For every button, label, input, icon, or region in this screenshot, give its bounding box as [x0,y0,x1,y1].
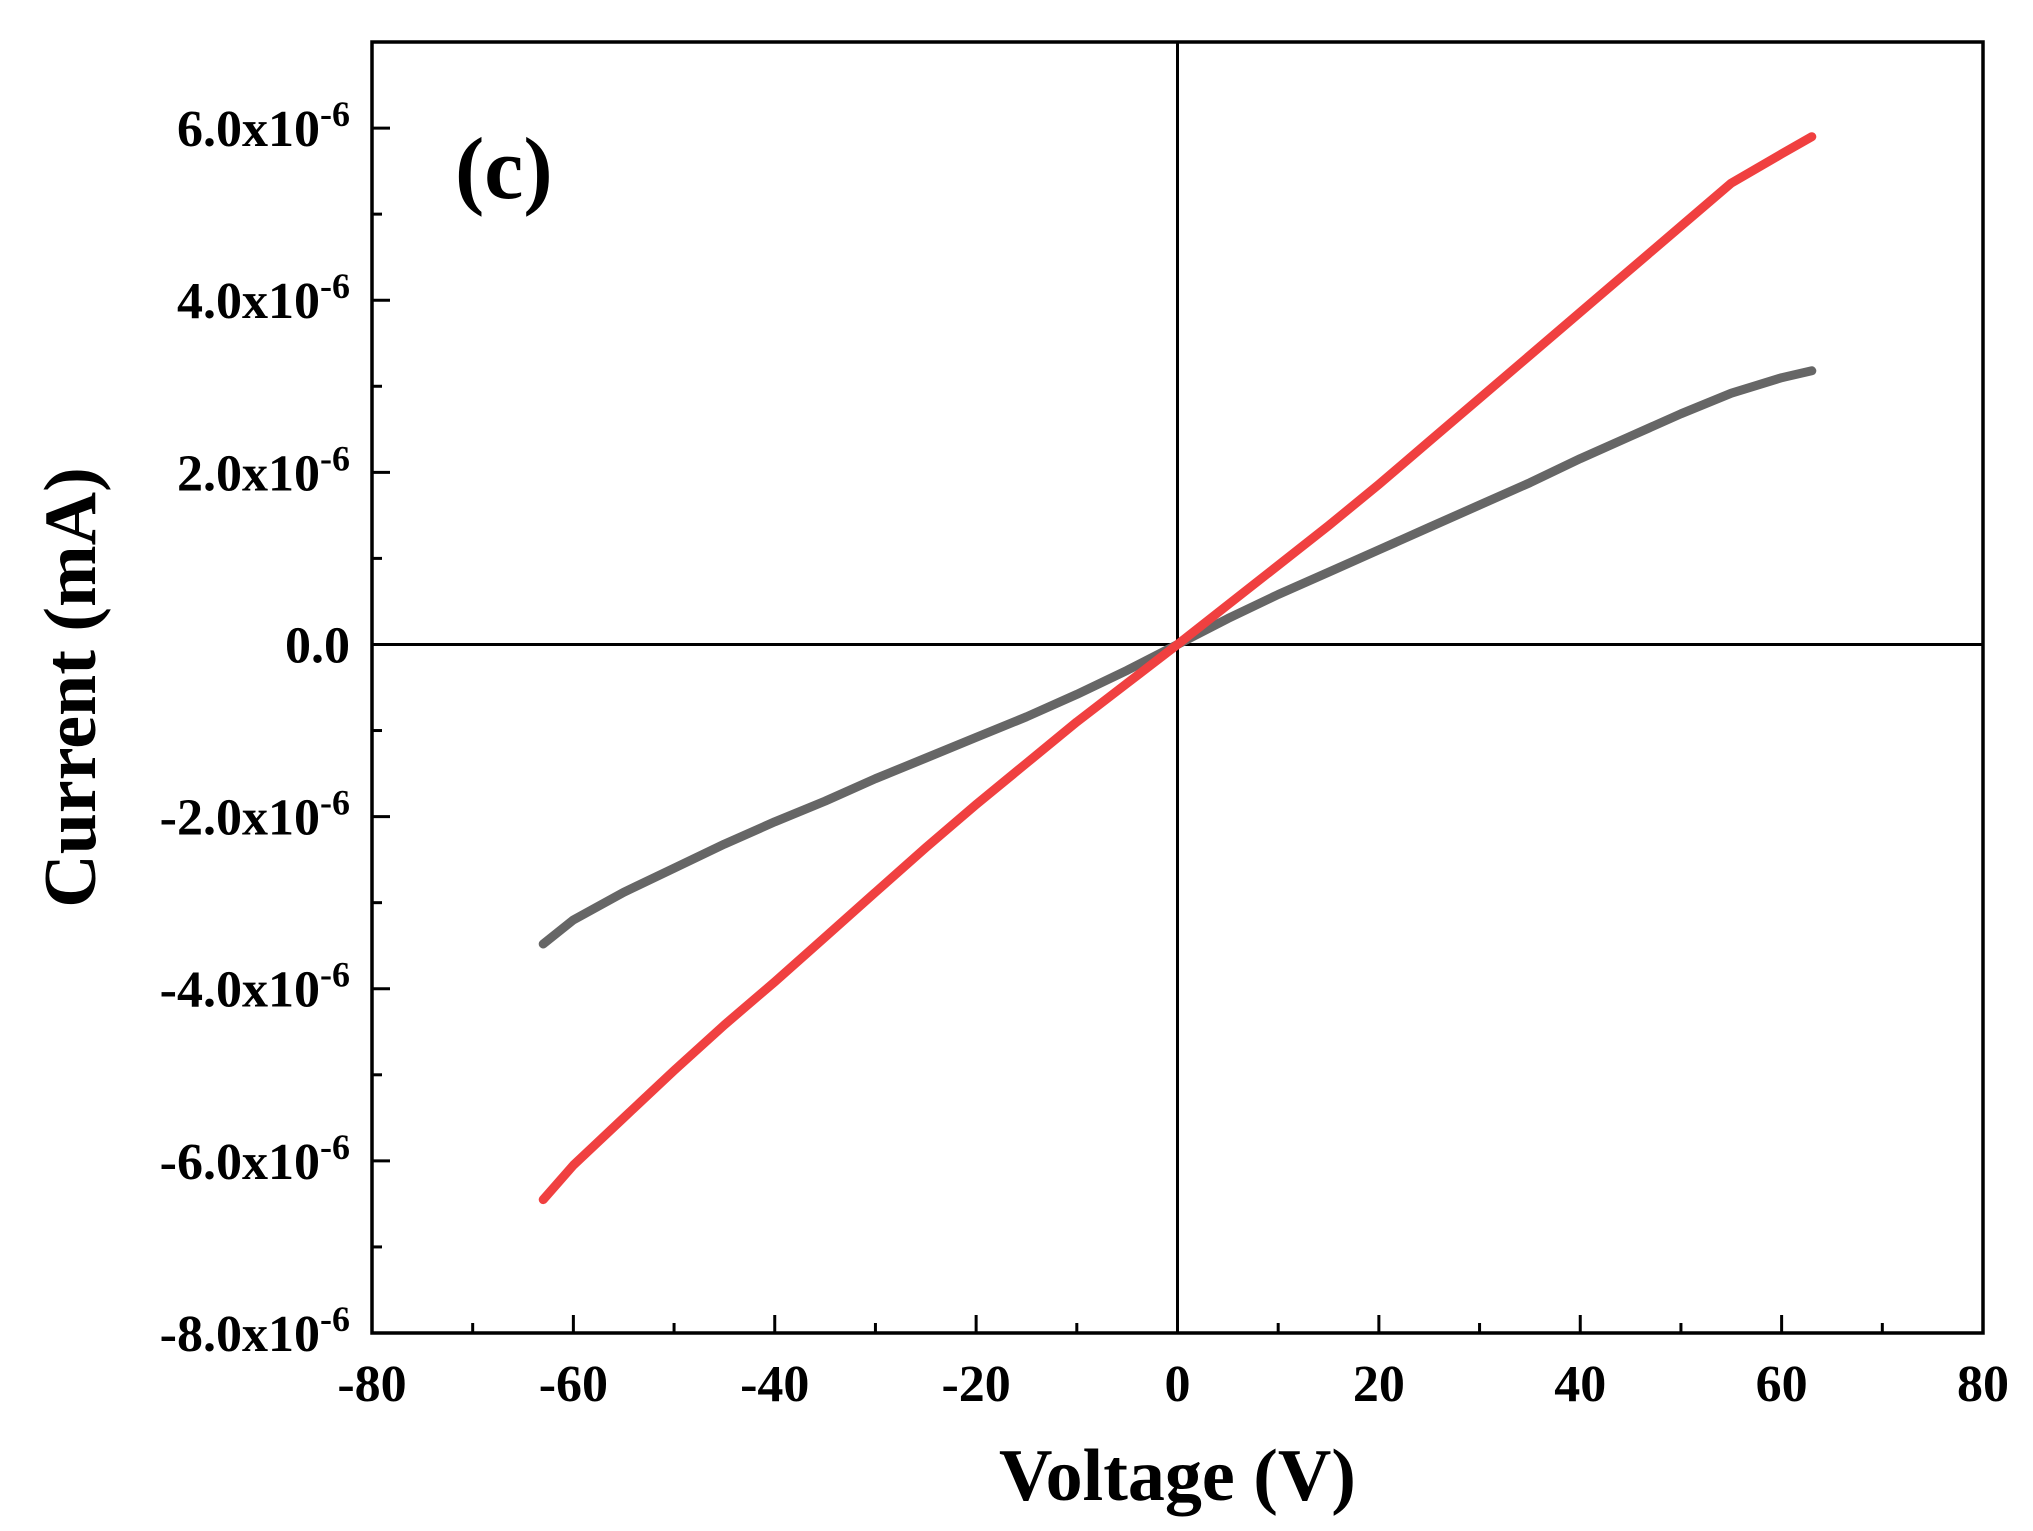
x-tick-label: 0 [1165,1356,1191,1413]
y-tick-mantissa: -6.0x10 [160,1134,320,1191]
x-axis-title: Voltage (V) [999,1435,1356,1517]
x-tick-label: 60 [1756,1356,1808,1413]
x-tick-label: -80 [337,1356,406,1413]
y-tick-mantissa: 2.0x10 [177,445,320,502]
y-tick-label: 2.0x10-6 [177,438,350,502]
y-tick-label: -6.0x10-6 [160,1127,350,1191]
x-tick-label: 20 [1353,1356,1405,1413]
y-tick-exponent: -6 [320,955,350,995]
x-tick-label: 80 [1957,1356,2009,1413]
y-tick-mantissa: 6.0x10 [177,101,320,158]
y-tick-label: 6.0x10-6 [177,94,350,158]
y-tick-exponent: -6 [320,266,350,306]
y-tick-exponent: -6 [320,1127,350,1167]
y-tick-exponent: -6 [320,783,350,823]
y-tick-label: -4.0x10-6 [160,955,350,1019]
y-tick-exponent: -6 [320,1299,350,1339]
axes: -80 -60 -40 -20 0 20 40 60 806.0x10-64.0x10-62.0… [160,40,2009,1413]
series-layer [538,132,1817,1205]
plot-frame [370,40,1985,1335]
y-tick-exponent: -6 [320,438,350,478]
y-tick-label: -8.0x10-6 [160,1299,350,1363]
y-axis-title: Current (mA) [30,467,112,907]
series-line-red [538,132,1817,1205]
y-tick-mantissa: 4.0x10 [177,273,320,330]
y-tick-label: 0.0 [285,617,350,674]
x-tick-label: -60 [539,1356,608,1413]
y-tick-mantissa: -2.0x10 [160,790,320,847]
y-tick-exponent: -6 [320,94,350,134]
x-tick-label: -40 [740,1356,809,1413]
y-tick-label: -2.0x10-6 [160,783,350,847]
y-tick-mantissa: -4.0x10 [160,962,320,1019]
panel-label: (c) [455,121,553,218]
y-tick-mantissa: -8.0x10 [160,1306,320,1363]
x-tick-label: 40 [1554,1356,1606,1413]
x-tick-label: -20 [941,1356,1010,1413]
y-tick-label: 4.0x10-6 [177,266,350,330]
y-tick-mantissa: 0.0 [285,617,350,674]
